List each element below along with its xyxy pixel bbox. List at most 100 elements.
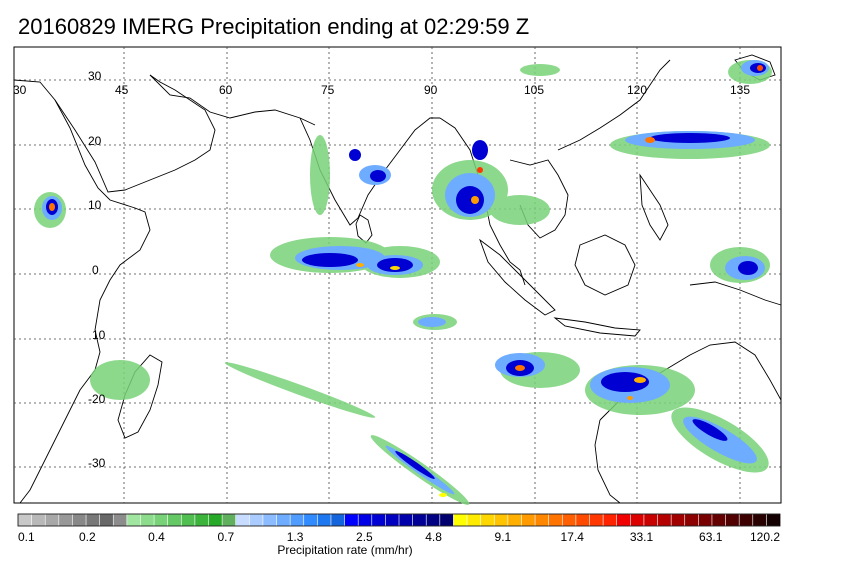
colorbar-swatch <box>357 513 373 527</box>
colorbar-swatch <box>439 513 455 527</box>
lon-label-45: 45 <box>115 83 129 97</box>
colorbar-swatch <box>738 513 754 527</box>
colorbar-tick-labels: 0.1 0.2 0.4 0.7 1.3 2.5 4.8 9.1 17.4 33.1 63.1 120.… <box>18 530 780 544</box>
colorbar-swatch <box>153 513 169 527</box>
colorbar-tick-label: 0.1 <box>18 530 35 544</box>
lon-label-105: 105 <box>524 83 544 97</box>
lon-label-90: 90 <box>424 83 438 97</box>
lat-label-20n: 20 <box>88 134 102 148</box>
colorbar-swatch <box>180 513 196 527</box>
colorbar-swatch <box>616 513 631 527</box>
colorbar-swatch <box>602 513 618 527</box>
lat-label-10s: 10 <box>92 328 106 342</box>
lat-label-0: 0 <box>92 263 99 277</box>
colorbar-tick-label: 1.3 <box>287 530 304 544</box>
colorbar-swatch <box>262 513 278 527</box>
lon-label-75: 75 <box>321 83 335 97</box>
colorbar-swatch <box>208 513 223 527</box>
lat-label-30n: 30 <box>88 69 102 83</box>
colorbar-label: Precipitation rate (mm/hr) <box>277 543 412 557</box>
colorbar-swatch <box>643 513 659 527</box>
colorbar-tick-label: 0.4 <box>148 530 165 544</box>
colorbar-swatch <box>126 513 142 527</box>
colorbar-swatch <box>698 513 713 527</box>
colorbar-tick-label: 120.2 <box>750 530 780 544</box>
sumatra-coastline <box>479 238 556 316</box>
colorbar-swatch <box>561 513 577 527</box>
colorbar-swatch <box>140 513 155 527</box>
colorbar-tick-label: 2.5 <box>356 530 373 544</box>
colorbar-tick-label: 0.7 <box>217 530 234 544</box>
heavy-rain-areas <box>46 63 766 479</box>
colorbar-swatch <box>548 513 563 527</box>
map-gridlines <box>14 47 781 503</box>
page-title: 20160829 IMERG Precipitation ending at 0… <box>18 14 530 39</box>
colorbar-swatch <box>344 513 359 527</box>
colorbar-swatch <box>317 513 332 527</box>
colorbar-swatch <box>630 513 645 527</box>
colorbar-swatch <box>711 513 727 527</box>
colorbar-swatch <box>534 513 550 527</box>
colorbar-swatch <box>249 513 264 527</box>
colorbar-swatch <box>31 513 46 527</box>
colorbar-swatch <box>725 513 740 527</box>
colorbar-swatch <box>303 513 318 527</box>
colorbar-tick-label: 17.4 <box>561 530 585 544</box>
colorbar-swatch <box>17 513 33 527</box>
colorbar-swatch <box>289 513 305 527</box>
colorbar-swatches <box>17 513 781 527</box>
colorbar-swatch <box>398 513 414 527</box>
colorbar-tick-label: 4.8 <box>425 530 442 544</box>
colorbar-swatch <box>589 513 604 527</box>
colorbar-swatch <box>72 513 87 527</box>
lon-label-60: 60 <box>219 83 233 97</box>
colorbar-swatch <box>385 513 400 527</box>
colorbar-swatch <box>235 513 250 527</box>
latitude-labels: 30 20 10 0 10 -20 -30 <box>88 69 106 470</box>
colorbar-swatch <box>670 513 686 527</box>
colorbar-tick-label: 33.1 <box>630 530 654 544</box>
colorbar-swatch <box>44 513 60 527</box>
australia-west-coast <box>594 419 621 504</box>
colorbar-swatch <box>493 513 509 527</box>
lon-label-120: 120 <box>627 83 647 97</box>
philippines-coastline <box>639 173 669 241</box>
precipitation-patches <box>34 60 772 505</box>
colorbar-swatch <box>167 513 182 527</box>
colorbar-swatch <box>521 513 536 527</box>
colorbar-swatch <box>575 513 591 527</box>
colorbar-swatch <box>276 513 291 527</box>
colorbar-swatch <box>425 513 441 527</box>
lat-label-10n: 10 <box>88 198 102 212</box>
colorbar-swatch <box>412 513 427 527</box>
colorbar-tick-label: 9.1 <box>495 530 512 544</box>
lon-label-135: 135 <box>730 83 750 97</box>
colorbar-swatch <box>85 513 101 527</box>
borneo-coastline <box>574 234 636 296</box>
indochina-coastline <box>509 159 569 239</box>
new-guinea-coastline <box>689 281 782 306</box>
colorbar-swatch <box>684 513 699 527</box>
colorbar-frame <box>17 513 781 527</box>
longitude-labels: 30 45 60 75 90 105 120 135 <box>13 83 750 97</box>
iran-coastline <box>149 74 316 126</box>
lon-label-30: 30 <box>13 83 27 97</box>
colorbar-swatch <box>480 513 495 527</box>
colorbar-swatch <box>466 513 482 527</box>
intense-rain-cores <box>49 65 763 497</box>
colorbar-swatch <box>766 513 781 527</box>
colorbar-tick-label: 0.2 <box>79 530 96 544</box>
colorbar-swatch <box>221 513 237 527</box>
africa-coastline <box>13 79 151 504</box>
lat-label-30s: -30 <box>88 456 106 470</box>
java-coastline <box>553 317 641 337</box>
lat-label-20s: -20 <box>88 392 106 406</box>
colorbar-swatch <box>99 513 114 527</box>
colorbar-swatch <box>453 513 468 527</box>
colorbar-swatch <box>657 513 672 527</box>
colorbar-swatch <box>507 513 523 527</box>
colorbar-tick-label: 63.1 <box>699 530 723 544</box>
colorbar-swatch <box>58 513 74 527</box>
